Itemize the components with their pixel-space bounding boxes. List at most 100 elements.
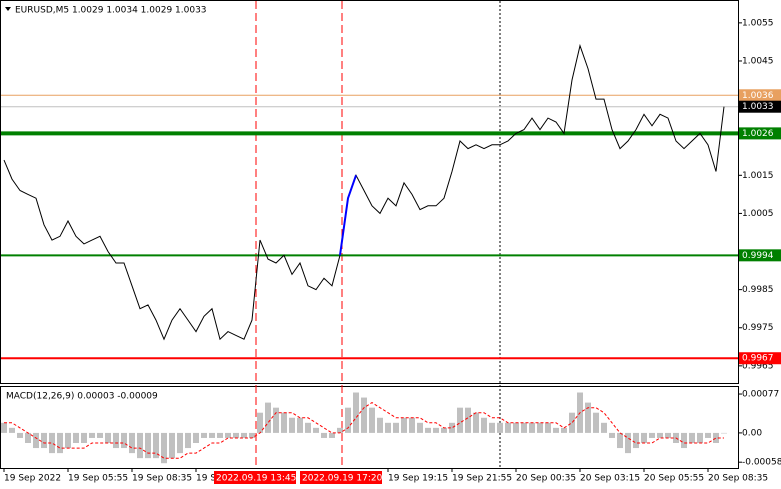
vline-label-box [214, 471, 296, 484]
histogram-bar [569, 412, 575, 433]
histogram-bar [81, 432, 87, 444]
histogram-bar [377, 417, 383, 433]
histogram-bar [153, 432, 159, 459]
histogram-bar [665, 432, 671, 438]
histogram-bar [593, 412, 599, 433]
histogram-bar [489, 422, 495, 433]
y-tick-label: 1.0015 [742, 171, 774, 181]
histogram-bar [497, 422, 503, 433]
x-tick-label: 19 Se [196, 474, 222, 484]
y-tick-label: 0.9985 [742, 285, 774, 295]
histogram-bar [681, 432, 687, 449]
macd-title: MACD(12,26,9) 0.00003 -0.00009 [6, 392, 158, 402]
histogram-bar [457, 407, 463, 433]
histogram-bar [161, 432, 167, 464]
y-tick-label: 0.00 [742, 428, 762, 438]
menu-triangle [5, 7, 11, 11]
histogram-bar [137, 432, 143, 459]
histogram-bar [17, 432, 23, 438]
histogram-bar [369, 407, 375, 433]
main-panel [0, 0, 739, 384]
histogram-bar [73, 432, 79, 444]
histogram-bar [657, 432, 663, 438]
histogram-bar [601, 422, 607, 433]
signal-line [4, 402, 724, 459]
histogram-bar [545, 422, 551, 433]
histogram-bar [401, 417, 407, 433]
level-label: 0.9967 [742, 354, 774, 364]
histogram-bar [433, 427, 439, 433]
x-tick-label: 20 Sep 03:15 [580, 474, 640, 484]
histogram-bar [417, 422, 423, 433]
x-tick-label: 19 Sep 05:55 [68, 474, 128, 484]
histogram-bar [57, 432, 63, 454]
price-line [3, 43, 725, 341]
histogram-bar [441, 427, 447, 433]
vline-label: 2022.09.19 13:45 [216, 474, 296, 484]
histogram-bar [537, 422, 543, 433]
histogram-bar [145, 432, 151, 459]
histogram-bar [25, 432, 31, 444]
histogram-bar [345, 407, 351, 433]
histogram-bar [273, 407, 279, 433]
level-label-box [739, 100, 781, 113]
histogram-bar [641, 432, 647, 444]
histogram-bar [513, 422, 519, 433]
histogram-bar [529, 422, 535, 433]
histogram-bar [649, 432, 655, 438]
vline-label: 2022.09.19 17:20 [302, 474, 383, 484]
histogram-bar [609, 432, 615, 438]
histogram-bar [553, 427, 559, 433]
histogram-bar [409, 417, 415, 433]
histogram-bar [249, 432, 255, 438]
histogram-bar [521, 422, 527, 433]
histogram-bar [449, 422, 455, 433]
x-tick-label: 19 Sep 21:55 [452, 474, 512, 484]
histogram-bar [393, 422, 399, 433]
histogram-bar [585, 402, 591, 433]
histogram-bar [337, 427, 343, 433]
histogram-bar [201, 432, 207, 438]
x-tick-label: 20 Sep 08:35 [708, 474, 768, 484]
histogram-bar [705, 432, 711, 438]
histogram-bar [721, 432, 727, 434]
level-label: 1.0026 [742, 129, 774, 139]
level-label: 1.0033 [742, 102, 774, 112]
histogram-bar [465, 407, 471, 433]
histogram-bar [257, 412, 263, 433]
y-tick-label: -0.00058 [742, 458, 781, 468]
histogram-bar [41, 432, 47, 449]
x-tick-label: 20 Sep 00:35 [516, 474, 576, 484]
chart-title: EURUSD,M5 1.0029 1.0034 1.0029 1.0033 [15, 6, 207, 16]
histogram-bar [121, 432, 127, 449]
histogram-bar [697, 432, 703, 444]
histogram-bar [561, 427, 567, 433]
level-label-box [739, 89, 781, 102]
histogram-bar [473, 412, 479, 433]
histogram-bar [265, 402, 271, 433]
histogram-bar [505, 422, 511, 433]
level-label-box [739, 127, 781, 140]
histogram-bar [297, 417, 303, 433]
histogram-bar [65, 432, 71, 449]
histogram-bar [49, 432, 55, 454]
y-tick-label: 0.00077 [742, 390, 779, 400]
y-tick-label: 1.0005 [742, 209, 774, 219]
histogram-bar [689, 432, 695, 444]
price-line [339, 174, 357, 256]
histogram-bar [97, 432, 103, 438]
histogram-bar [193, 432, 199, 444]
histogram-bar [625, 432, 631, 454]
histogram-bar [313, 427, 319, 433]
histogram-bar [113, 432, 119, 449]
histogram-bar [617, 432, 623, 449]
y-tick-label: 1.0045 [742, 56, 774, 66]
histogram-bar [233, 432, 239, 438]
histogram-bar [425, 427, 431, 433]
histogram-bar [289, 417, 295, 433]
level-label-box [739, 352, 781, 365]
histogram-bar [241, 432, 247, 438]
y-tick-label: 1.0055 [742, 18, 774, 28]
y-tick-label: 0.9965 [742, 361, 774, 371]
